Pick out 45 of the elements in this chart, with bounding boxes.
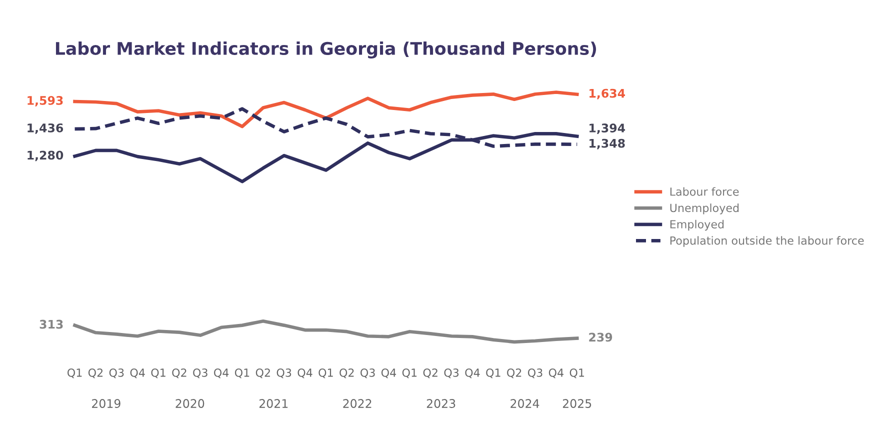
data-label: 313	[40, 320, 63, 329]
text: 2025	[562, 399, 592, 408]
x-tick-label: Q1	[151, 368, 166, 378]
data-label: 1,394	[590, 124, 626, 134]
x-tick-label: Q3	[193, 368, 208, 378]
x-tick-label: Q4	[298, 368, 312, 378]
data-label: 1,436	[28, 123, 64, 134]
x-tick-label: Q4	[130, 368, 145, 378]
x-tick-label: Q2	[423, 368, 438, 378]
text: 2023	[426, 399, 456, 408]
x-tick-label: Q3	[109, 368, 124, 378]
data-label: 1,348	[590, 138, 625, 150]
x-tick-label: Q3	[360, 368, 375, 378]
x-tick-label: Q3	[528, 368, 542, 378]
x-tick-label: Q2	[88, 368, 103, 378]
x-tick-label: Q4	[214, 368, 229, 378]
chart-title: Labor Market Indicators in Georgia (Thousand Persons)	[56, 42, 596, 58]
x-tick-label: Q1	[402, 368, 417, 378]
x-tick-label: Q1	[68, 368, 82, 378]
data-label: 1,280	[28, 150, 64, 162]
text: 2024	[510, 399, 540, 408]
text: 2020	[176, 399, 204, 408]
x-tick-label: Q2	[507, 368, 522, 378]
x-tick-label: Q2	[256, 368, 270, 378]
x-tick-label: Q4	[381, 368, 396, 378]
x-tick-label: Q3	[444, 368, 459, 378]
text: 2022	[343, 399, 372, 408]
x-tick-label: Q1	[486, 368, 500, 378]
x-tick-label: Q1	[234, 368, 250, 378]
legend-label: Labour force	[670, 187, 739, 196]
x-tick-label: Q1	[570, 368, 584, 378]
data-label: 1,593	[28, 96, 63, 106]
x-tick-label: Q2	[340, 368, 354, 378]
legend-label: Unemployed	[670, 204, 739, 214]
x-tick-label: Q3	[276, 368, 292, 378]
data-label: 239	[589, 332, 612, 342]
legend-label: Population outside the labour force	[670, 236, 864, 247]
x-tick-label: Q4	[465, 368, 480, 378]
x-tick-label: Q4	[548, 368, 564, 378]
x-tick-label: Q1	[318, 368, 333, 378]
text: 2019	[92, 399, 120, 408]
data-label: 1,634	[590, 88, 626, 100]
text: 2021	[259, 399, 288, 408]
legend-label: Employed	[670, 220, 724, 231]
x-tick-label: Q2	[172, 368, 186, 378]
